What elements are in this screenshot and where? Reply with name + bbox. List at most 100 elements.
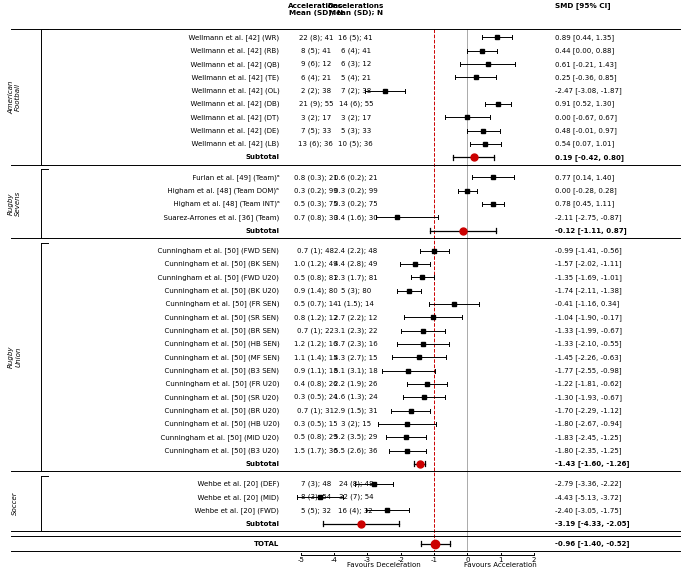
Text: Wehbe et al. [20] (DEF): Wehbe et al. [20] (DEF) [193, 480, 279, 487]
Text: 0.7 (1); 48: 0.7 (1); 48 [297, 247, 334, 254]
Text: 2.7 (2.2); 12: 2.7 (2.2); 12 [334, 314, 377, 320]
Text: 7 (3); 48: 7 (3); 48 [301, 481, 331, 487]
Text: -0.99 [-1.41, -0.56]: -0.99 [-1.41, -0.56] [556, 247, 622, 254]
Text: -3.19 [-4.33, -2.05]: -3.19 [-4.33, -2.05] [556, 520, 630, 527]
Text: -1.70 [-2.29, -1.12]: -1.70 [-2.29, -1.12] [556, 407, 622, 414]
Text: -0.41 [-1.16, 0.34]: -0.41 [-1.16, 0.34] [556, 300, 620, 307]
Text: 16 (4); 32: 16 (4); 32 [338, 507, 373, 514]
Text: 2.4 (2.2); 48: 2.4 (2.2); 48 [334, 247, 377, 254]
Text: Mean (SD); N: Mean (SD); N [329, 10, 383, 16]
Text: 0.3 (0.2); 99: 0.3 (0.2); 99 [294, 187, 338, 194]
Text: Subtotal: Subtotal [245, 461, 279, 467]
Text: 0.00 [-0.28, 0.28]: 0.00 [-0.28, 0.28] [556, 187, 617, 194]
Text: Suarez-Arrones et al. [36] (Team): Suarez-Arrones et al. [36] (Team) [159, 214, 279, 221]
Text: -4: -4 [331, 557, 338, 563]
Text: 0.19 [-0.42, 0.80]: 0.19 [-0.42, 0.80] [556, 154, 625, 161]
Text: Cunningham et al. [50] (FR SEN): Cunningham et al. [50] (FR SEN) [161, 300, 279, 307]
Text: 0.5 (0.3); 75: 0.5 (0.3); 75 [294, 201, 338, 207]
Text: Higham et al. [48] (Team INT)ᵃ: Higham et al. [48] (Team INT)ᵃ [169, 200, 279, 207]
Text: -1: -1 [430, 557, 438, 563]
Text: 0.5 (0.8); 29: 0.5 (0.8); 29 [294, 434, 338, 440]
Text: -1.33 [-1.99, -0.67]: -1.33 [-1.99, -0.67] [556, 327, 623, 334]
Text: 1.2 (1.2); 16: 1.2 (1.2); 16 [294, 341, 338, 347]
Text: Wellmann et al. [42] (DE): Wellmann et al. [42] (DE) [186, 127, 279, 134]
Text: SMD [95% CI]: SMD [95% CI] [556, 2, 611, 10]
Text: Mean (SD); N: Mean (SD); N [289, 10, 343, 16]
Text: Rugby
Sevens: Rugby Sevens [8, 191, 21, 216]
Text: 1.1 (1.4); 15: 1.1 (1.4); 15 [294, 354, 338, 360]
Text: 7 (5); 33: 7 (5); 33 [301, 127, 331, 134]
Text: 6 (4); 21: 6 (4); 21 [301, 74, 331, 81]
Text: 5.2 (3.5); 29: 5.2 (3.5); 29 [334, 434, 377, 440]
Text: 24 (8); 48: 24 (8); 48 [338, 481, 373, 487]
Text: 5 (5); 32: 5 (5); 32 [301, 507, 331, 514]
Text: 13 (6); 36: 13 (6); 36 [299, 141, 334, 147]
Text: Cunningham et al. [50] (BR SEN): Cunningham et al. [50] (BR SEN) [160, 327, 279, 334]
Text: Cunningham et al. [50] (HB SEN): Cunningham et al. [50] (HB SEN) [160, 340, 279, 347]
Text: -1.04 [-1.90, -0.17]: -1.04 [-1.90, -0.17] [556, 314, 623, 321]
Text: Cunningham et al. [50] (FR U20): Cunningham et al. [50] (FR U20) [161, 380, 279, 387]
Text: Rugby
Union: Rugby Union [8, 345, 21, 368]
Text: 0.61 [-0.21, 1.43]: 0.61 [-0.21, 1.43] [556, 61, 617, 67]
Text: 5 (3); 80: 5 (3); 80 [340, 287, 371, 294]
Text: Wellmann et al. [42] (DB): Wellmann et al. [42] (DB) [186, 100, 279, 107]
Text: Higham et al. [48] (Team DOM)ᵃ: Higham et al. [48] (Team DOM)ᵃ [164, 187, 279, 194]
Text: 6 (4); 41: 6 (4); 41 [340, 47, 371, 54]
Text: Wehbe et al. [20] (MID): Wehbe et al. [20] (MID) [193, 494, 279, 501]
Text: 0.8 (1.2); 12: 0.8 (1.2); 12 [294, 314, 338, 320]
Text: 0.9 (1.4); 80: 0.9 (1.4); 80 [294, 287, 338, 294]
Text: 2.9 (1.5); 31: 2.9 (1.5); 31 [334, 407, 377, 414]
Text: 7 (2); 38: 7 (2); 38 [340, 87, 371, 94]
Text: Wellmann et al. [42] (WR): Wellmann et al. [42] (WR) [184, 34, 279, 41]
Text: 0.3 (0.2); 99: 0.3 (0.2); 99 [334, 187, 377, 194]
Text: 14 (6); 55: 14 (6); 55 [338, 101, 373, 107]
Text: Cunningham et al. [50] (BK SEN): Cunningham et al. [50] (BK SEN) [160, 260, 279, 267]
Text: 5.1 (3.1); 18: 5.1 (3.1); 18 [334, 367, 377, 374]
Text: -1.74 [-2.11, -1.38]: -1.74 [-2.11, -1.38] [556, 287, 622, 294]
Text: 0.77 [0.14, 1.40]: 0.77 [0.14, 1.40] [556, 174, 614, 181]
Text: 1 (1.5); 14: 1 (1.5); 14 [338, 301, 374, 307]
Text: Cunningham et al. [50] (SR SEN): Cunningham et al. [50] (SR SEN) [160, 314, 279, 321]
Text: -1.22 [-1.81, -0.62]: -1.22 [-1.81, -0.62] [556, 380, 622, 387]
Text: 2.3 (1.7); 81: 2.3 (1.7); 81 [334, 274, 377, 280]
Text: 3 (2); 15: 3 (2); 15 [340, 421, 371, 427]
Text: 5 (4); 21: 5 (4); 21 [341, 74, 371, 81]
Text: Wellmann et al. [42] (LB): Wellmann et al. [42] (LB) [187, 140, 279, 147]
Text: 3.4 (1.6); 30: 3.4 (1.6); 30 [334, 214, 377, 220]
Text: 8 (3); 54: 8 (3); 54 [301, 494, 331, 500]
Text: -2.47 [-3.08, -1.87]: -2.47 [-3.08, -1.87] [556, 87, 622, 94]
Text: 0: 0 [465, 557, 469, 563]
Text: Cunningham et al. [50] (MF SEN): Cunningham et al. [50] (MF SEN) [160, 354, 279, 361]
Text: 0.78 [0.45, 1.11]: 0.78 [0.45, 1.11] [556, 200, 614, 207]
Text: Wellmann et al. [42] (OL): Wellmann et al. [42] (OL) [186, 87, 279, 94]
Text: -0.12 [-1.11, 0.87]: -0.12 [-1.11, 0.87] [556, 227, 627, 234]
Text: -1.83 [-2.45, -1.25]: -1.83 [-2.45, -1.25] [556, 434, 622, 441]
Text: 6 (3); 12: 6 (3); 12 [340, 61, 371, 67]
Text: 0.00 [-0.67, 0.67]: 0.00 [-0.67, 0.67] [556, 114, 617, 121]
Text: -4.43 [-5.13, -3.72]: -4.43 [-5.13, -3.72] [556, 494, 622, 501]
Text: Subtotal: Subtotal [245, 521, 279, 527]
Text: 0.3 (0.2); 75: 0.3 (0.2); 75 [334, 201, 377, 207]
Text: Subtotal: Subtotal [245, 154, 279, 160]
Text: Cunningham et al. [50] (FWD U20): Cunningham et al. [50] (FWD U20) [153, 274, 279, 281]
Text: -0.96 [-1.40, -0.52]: -0.96 [-1.40, -0.52] [556, 540, 630, 547]
Text: 0.7 (1); 22: 0.7 (1); 22 [297, 327, 334, 334]
Text: 3.7 (2.3); 16: 3.7 (2.3); 16 [334, 341, 377, 347]
Text: Subtotal: Subtotal [245, 228, 279, 234]
Text: 0.44 [0.00, 0.88]: 0.44 [0.00, 0.88] [556, 47, 614, 54]
Text: 3 (2); 17: 3 (2); 17 [340, 114, 371, 120]
Text: Wellmann et al. [42] (QB): Wellmann et al. [42] (QB) [186, 61, 279, 67]
Text: 0.5 (0.7); 14: 0.5 (0.7); 14 [294, 301, 338, 307]
Text: Wellmann et al. [42] (RB): Wellmann et al. [42] (RB) [186, 47, 279, 54]
Text: 0.5 (0.8); 81: 0.5 (0.8); 81 [294, 274, 338, 280]
Text: 0.7 (0.8); 30: 0.7 (0.8); 30 [294, 214, 338, 220]
Text: American
Football: American Football [8, 81, 21, 114]
Text: Cunningham et al. [50] (B3 U20): Cunningham et al. [50] (B3 U20) [160, 447, 279, 454]
Text: 0.7 (1); 31: 0.7 (1); 31 [297, 407, 334, 414]
Text: 3 (2); 17: 3 (2); 17 [301, 114, 331, 120]
Text: 0.9 (1.1); 18: 0.9 (1.1); 18 [294, 367, 338, 374]
Text: 0.6 (0.2); 21: 0.6 (0.2); 21 [334, 174, 377, 180]
Text: 0.25 [-0.36, 0.85]: 0.25 [-0.36, 0.85] [556, 74, 617, 81]
Text: 5.5 (2.6); 36: 5.5 (2.6); 36 [334, 447, 377, 454]
Text: -1.30 [-1.93, -0.67]: -1.30 [-1.93, -0.67] [556, 394, 623, 401]
